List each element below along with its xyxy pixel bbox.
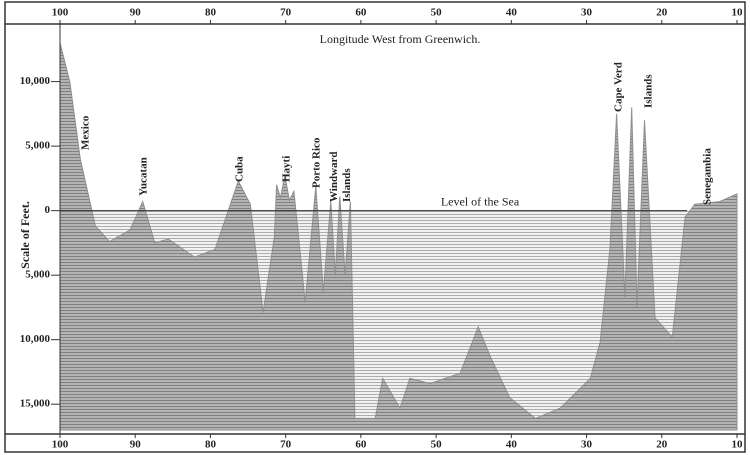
x-tick-label-top: 10 xyxy=(732,7,744,19)
y-tick-label: 15,000 xyxy=(20,398,51,410)
x-tick-label-top: 80 xyxy=(205,7,217,19)
y-tick-label: 10,000 xyxy=(20,75,51,87)
place-label: Cape Verd xyxy=(613,62,625,112)
y-tick-label: 10,000 xyxy=(20,333,51,345)
x-tick-label-top: 70 xyxy=(280,7,292,19)
x-tick-label-bottom: 10 xyxy=(732,439,744,451)
x-tick-label-top: 60 xyxy=(355,7,367,19)
chart: Longitude West from Greenwich. Scale of … xyxy=(0,0,750,455)
x-tick-label-top: 90 xyxy=(130,7,142,19)
place-label: Cuba xyxy=(234,156,246,182)
sea-label: Level of the Sea xyxy=(441,194,520,208)
x-tick-label-top: 40 xyxy=(506,7,518,19)
place-label: Porto Rico xyxy=(311,137,323,188)
y-tick-label: 0 xyxy=(45,204,51,216)
x-tick-label-top: 100 xyxy=(52,7,69,19)
y-tick-label: 5,000 xyxy=(25,269,50,281)
place-label: Mexico xyxy=(80,115,92,150)
x-axis-title: Longitude West from Greenwich. xyxy=(320,32,481,46)
x-tick-label-top: 30 xyxy=(581,7,593,19)
x-tick-label-top: 50 xyxy=(431,7,443,19)
y-axis-title: Scale of Feet. xyxy=(18,201,32,269)
x-tick-label-bottom: 30 xyxy=(581,439,593,451)
place-label: Hayti xyxy=(281,156,293,182)
x-tick-label-bottom: 80 xyxy=(205,439,217,451)
x-tick-label-bottom: 60 xyxy=(355,439,367,451)
x-tick-label-bottom: 100 xyxy=(52,439,69,451)
x-tick-label-bottom: 90 xyxy=(130,439,142,451)
x-tick-label-bottom: 50 xyxy=(431,439,443,451)
place-label: Islands xyxy=(643,74,655,108)
x-tick-label-bottom: 20 xyxy=(656,439,668,451)
place-label: Yucatan xyxy=(138,157,150,196)
x-tick-label-bottom: 40 xyxy=(506,439,518,451)
y-tick-label: 5,000 xyxy=(25,140,50,152)
x-tick-label-bottom: 70 xyxy=(280,439,292,451)
place-label: WindwardIslands xyxy=(328,151,353,202)
place-label: Senegambia xyxy=(702,148,714,205)
x-tick-label-top: 20 xyxy=(656,7,668,19)
